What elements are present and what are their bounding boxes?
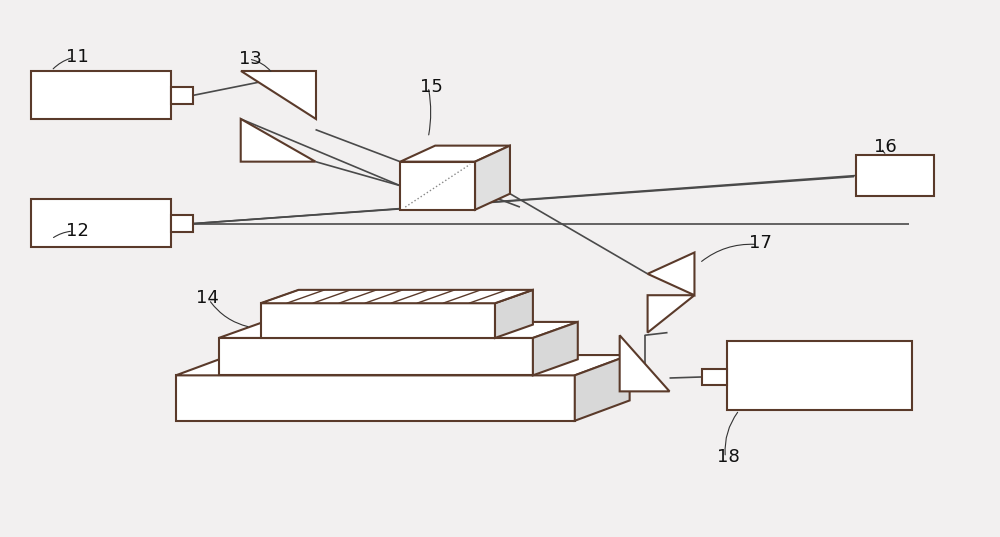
Polygon shape <box>575 355 630 421</box>
Text: 16: 16 <box>874 137 897 156</box>
Polygon shape <box>475 146 510 210</box>
Polygon shape <box>620 335 670 391</box>
Text: 13: 13 <box>239 50 262 68</box>
Bar <box>856 155 934 197</box>
Polygon shape <box>261 290 533 303</box>
Text: 17: 17 <box>749 234 772 252</box>
Bar <box>400 162 475 210</box>
Bar <box>171 215 193 232</box>
Polygon shape <box>241 71 316 119</box>
Bar <box>176 375 575 421</box>
Bar <box>261 303 495 338</box>
Text: 18: 18 <box>717 447 740 466</box>
Polygon shape <box>648 295 694 332</box>
Text: 11: 11 <box>66 48 89 67</box>
Polygon shape <box>495 290 533 338</box>
Polygon shape <box>241 119 316 162</box>
Bar <box>219 338 533 375</box>
Polygon shape <box>533 322 578 375</box>
Bar <box>727 340 912 410</box>
Polygon shape <box>400 146 510 162</box>
Text: 12: 12 <box>66 222 89 240</box>
Bar <box>31 71 171 119</box>
Text: 15: 15 <box>420 78 443 96</box>
Polygon shape <box>648 252 694 295</box>
Polygon shape <box>219 322 578 338</box>
Bar <box>171 87 193 104</box>
Polygon shape <box>176 355 630 375</box>
Bar <box>31 199 171 247</box>
Text: 14: 14 <box>196 289 219 307</box>
Bar <box>702 369 727 385</box>
